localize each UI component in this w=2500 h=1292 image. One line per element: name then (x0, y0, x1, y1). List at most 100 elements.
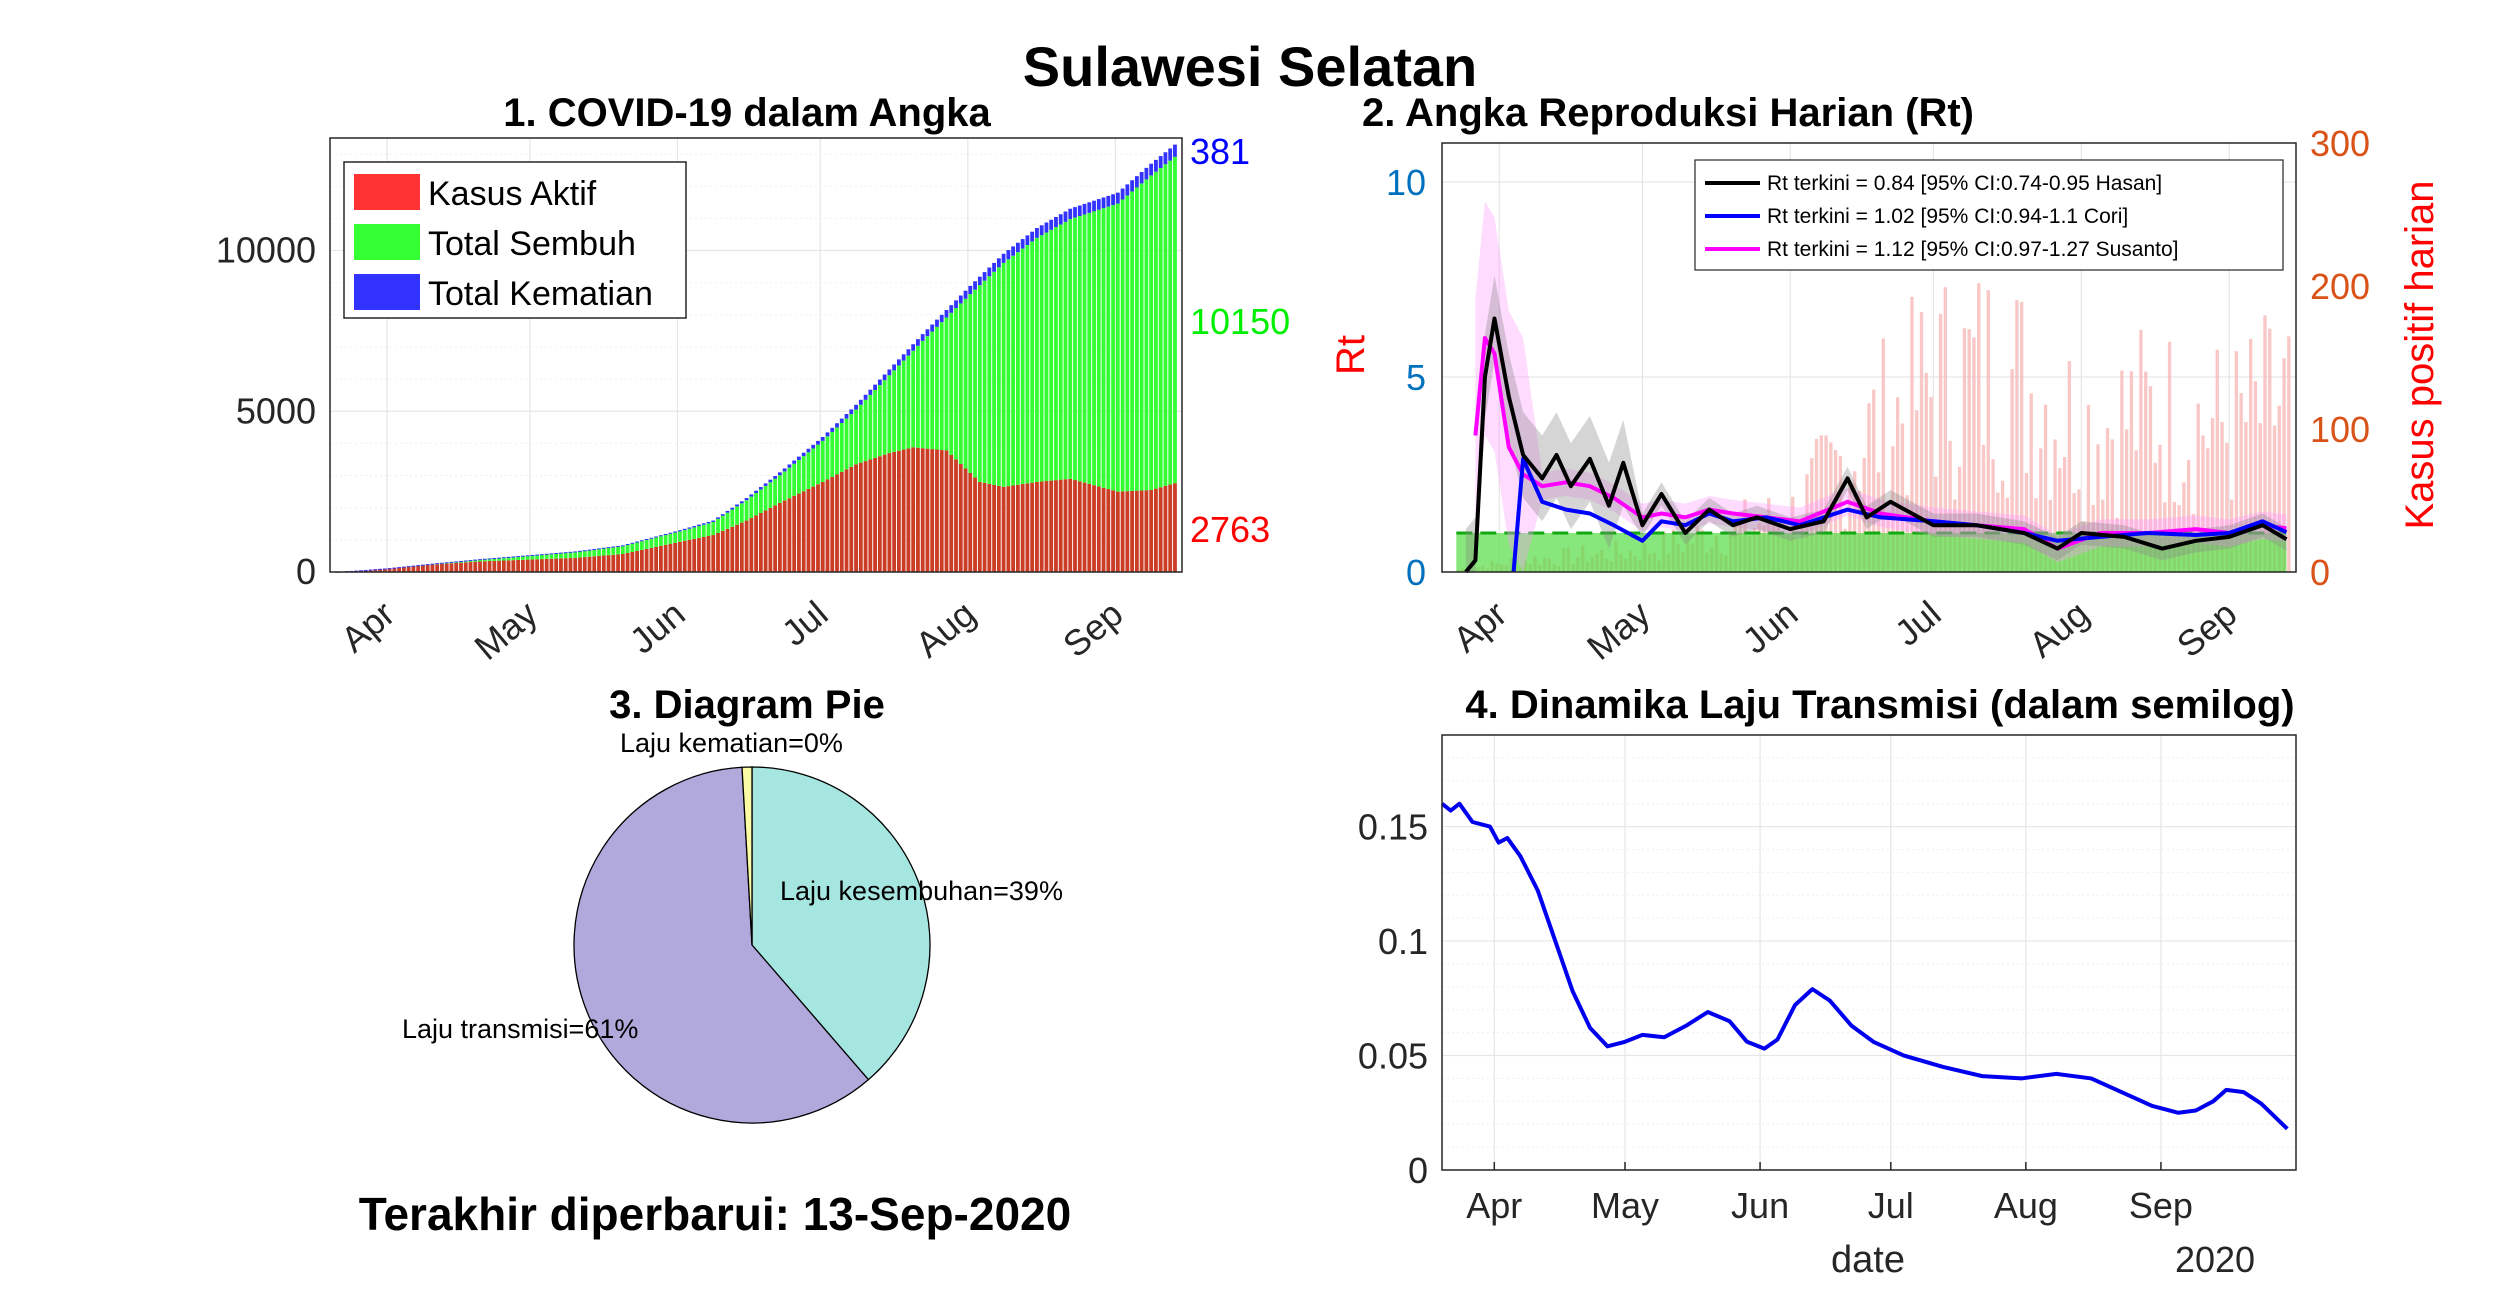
bar-active (1154, 488, 1158, 572)
bar-deaths (1015, 242, 1020, 253)
bar-active (744, 520, 749, 572)
bar-deaths (930, 324, 935, 332)
bar-recovered (478, 559, 482, 562)
bar-deaths (425, 564, 430, 566)
tick-label-x: Jun (622, 593, 693, 662)
bar-deaths (982, 272, 987, 281)
bar-deaths (473, 559, 478, 561)
bar-deaths (1163, 152, 1168, 165)
bar-active (525, 559, 530, 572)
bar-deaths (977, 276, 982, 286)
bar-deaths (678, 530, 682, 532)
bar-recovered (744, 500, 749, 521)
bar-active (1082, 482, 1087, 572)
bar-active (825, 479, 830, 572)
bar-active (954, 459, 958, 572)
bar-recovered (1077, 216, 1082, 482)
bar-recovered (644, 539, 649, 549)
daily-case-bar (1915, 410, 1919, 572)
bar-recovered (782, 471, 787, 501)
bar-recovered (896, 365, 901, 451)
daily-case-bar (1833, 450, 1838, 572)
bar-active (992, 484, 996, 572)
bar-deaths (1082, 203, 1087, 215)
panel-4-axes (1441, 734, 2297, 1171)
bar-active (373, 569, 378, 572)
bar-active (930, 449, 935, 572)
bar-recovered (1101, 208, 1106, 488)
bar-deaths (506, 556, 511, 558)
bar-deaths (421, 564, 425, 566)
bar-recovered (606, 547, 611, 556)
bar-active (1115, 491, 1120, 572)
daily-case-bar (1910, 296, 1914, 572)
bar-active (578, 557, 582, 572)
bar-deaths (773, 476, 778, 479)
tick-label-y-left: 0 (1406, 552, 1426, 593)
bar-active (1087, 483, 1092, 572)
bar-recovered (787, 467, 792, 499)
bar-recovered (1115, 203, 1120, 492)
bar-deaths (440, 562, 444, 564)
bar-active (1077, 481, 1082, 572)
daily-case-bar (2282, 358, 2286, 572)
bar-recovered (982, 280, 987, 483)
bar-recovered (1125, 195, 1130, 492)
bar-active (363, 569, 368, 572)
bar-recovered (735, 506, 739, 525)
bar-active (487, 561, 492, 572)
bar-deaths (1125, 184, 1130, 196)
pie-slices (573, 766, 931, 1124)
bar-recovered (1130, 191, 1135, 491)
threshold-band (1456, 533, 2287, 572)
bar-recovered (1158, 168, 1163, 488)
bar-recovered (963, 298, 968, 469)
daily-case-bar (2072, 492, 2076, 572)
bar-active (920, 448, 925, 572)
bar-deaths (1054, 216, 1058, 228)
bar-recovered (592, 549, 597, 557)
panel-4-transmission: 4. Dinamika Laju Transmisi (dalam semilo… (1358, 683, 2297, 1281)
bar-deaths (649, 537, 654, 539)
daily-case-bar (1986, 290, 1990, 572)
bar-active (644, 548, 649, 572)
daily-case-bar (2277, 405, 2281, 572)
bar-active (673, 542, 678, 572)
bar-deaths (611, 546, 616, 548)
bar-deaths (563, 552, 568, 554)
bar-active (1011, 485, 1016, 572)
bar-deaths (854, 404, 858, 410)
bar-deaths (844, 414, 849, 419)
bar-recovered (1144, 179, 1149, 491)
bar-active (987, 483, 992, 572)
bar-recovered (1011, 255, 1016, 486)
bar-deaths (882, 374, 887, 381)
bar-recovered (697, 526, 701, 538)
bar-active (520, 559, 525, 572)
tick-label-x: Aug (2021, 593, 2096, 666)
bar-active (563, 558, 568, 572)
bar-recovered (949, 312, 954, 455)
bar-deaths (582, 550, 587, 552)
bar-deaths (616, 545, 620, 547)
bar-deaths (1144, 167, 1149, 180)
daily-case-bar (1853, 471, 1857, 572)
panel-4-xlabel: date (1831, 1239, 1905, 1281)
bar-recovered (620, 546, 625, 554)
bar-active (1101, 487, 1106, 572)
bar-deaths (587, 549, 592, 551)
bar-recovered (582, 550, 587, 558)
bar-active (425, 564, 430, 572)
bar-recovered (882, 380, 887, 455)
tick-label-x: May (1591, 1185, 1659, 1226)
bar-active (887, 453, 892, 572)
bar-deaths (444, 562, 449, 564)
bar-deaths (968, 285, 973, 295)
bar-active (854, 464, 858, 572)
bar-deaths (1077, 205, 1082, 217)
bar-active (544, 558, 549, 572)
bar-deaths (463, 560, 468, 562)
bar-active (506, 560, 511, 572)
pie-label-recovery: Laju kesembuhan=39% (780, 876, 1063, 906)
